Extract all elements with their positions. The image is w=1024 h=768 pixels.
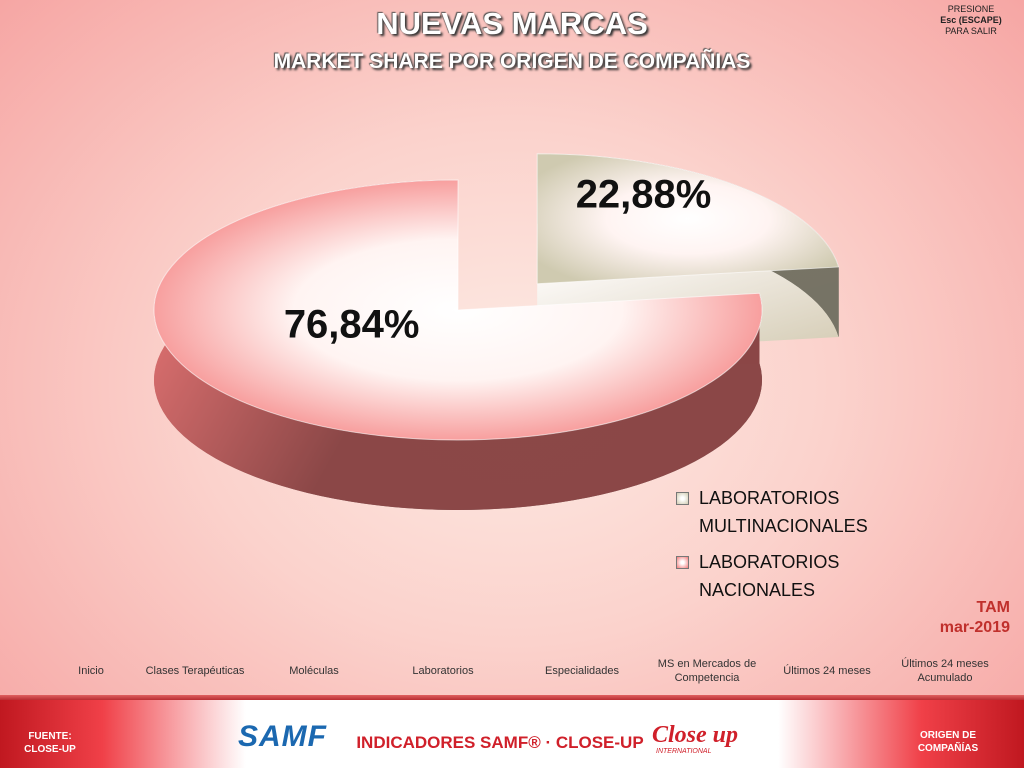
- nav-link[interactable]: MS en Mercados de Competencia: [657, 658, 757, 684]
- footer-section: ORIGEN DE COMPAÑÍAS: [917, 730, 979, 754]
- legend-label: LABORATORIOS MULTINACIONALES: [699, 488, 868, 536]
- legend-swatch: [676, 556, 689, 569]
- legend-item: LABORATORIOS MULTINACIONALES: [676, 484, 906, 540]
- value-label: 76,84%: [284, 302, 420, 346]
- legend-label: LABORATORIOS NACIONALES: [699, 552, 840, 600]
- period-line: mar-2019: [939, 619, 1010, 636]
- value-label: 22,88%: [576, 173, 712, 217]
- pie-chart: 22,88% 76,84%: [153, 153, 840, 510]
- footer-title: INDICADORES SAMF® · CLOSE-UP: [356, 733, 644, 752]
- footer-logo-sub: INTERNATIONAL: [656, 748, 712, 755]
- slice: [536, 153, 840, 285]
- legend-item: LABORATORIOS NACIONALES: [676, 548, 906, 604]
- footer-edge: [0, 695, 1024, 703]
- exit-line: PARA SALIR: [945, 26, 997, 36]
- nav-link[interactable]: Especialidades: [545, 665, 619, 677]
- nav-link[interactable]: Últimos 24 meses Acumulado: [901, 658, 989, 684]
- period-line: TAM: [976, 599, 1010, 616]
- exit-line: Esc (ESCAPE): [940, 15, 1002, 25]
- nav-link[interactable]: Clases Terapéuticas: [145, 665, 245, 677]
- nav-link[interactable]: Últimos 24 meses: [783, 665, 871, 677]
- exit-line: PRESIONE: [947, 4, 995, 14]
- nav-link[interactable]: Inicio: [78, 665, 104, 677]
- footer-logo: Close up: [652, 722, 739, 748]
- nav-link[interactable]: Laboratorios: [412, 665, 474, 677]
- exit-note: PRESIONE Esc (ESCAPE) PARA SALIR: [926, 4, 1016, 37]
- footer-brand: SAMF: [238, 720, 327, 753]
- chart-title: NUEVAS MARCAS: [376, 6, 648, 41]
- chart-subtitle: MARKET SHARE POR ORIGEN DE COMPAÑIAS: [273, 50, 751, 73]
- nav-link[interactable]: Moléculas: [289, 665, 339, 677]
- footer-band: [0, 700, 1024, 768]
- legend-swatch: [676, 492, 689, 505]
- slice: [153, 179, 763, 441]
- footer-source: FUENTE: CLOSE-UP: [24, 731, 76, 755]
- period: TAM mar-2019: [910, 598, 1010, 638]
